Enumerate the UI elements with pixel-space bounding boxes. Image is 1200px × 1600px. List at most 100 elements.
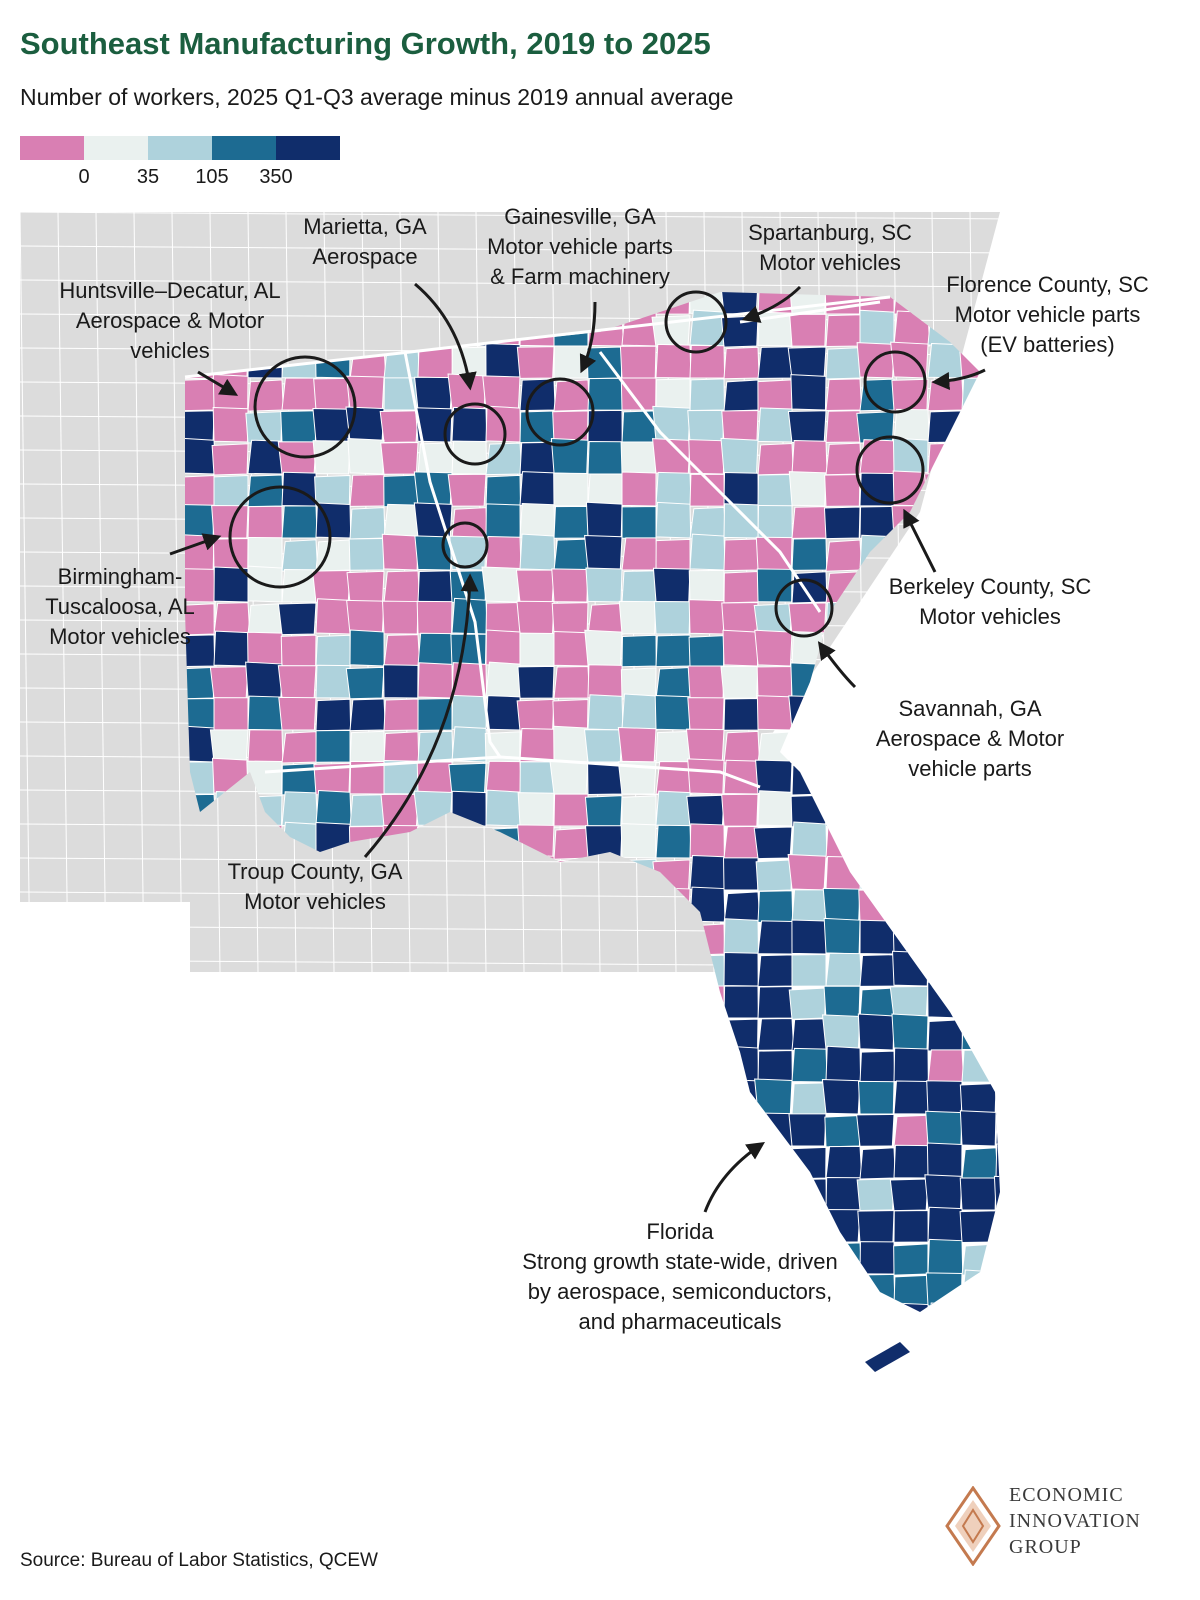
county-cell <box>349 730 386 764</box>
county-cell <box>349 1079 387 1115</box>
county-cell <box>212 406 249 443</box>
county-cell <box>621 634 657 668</box>
county-cell <box>587 762 623 796</box>
county-cell <box>315 1115 352 1148</box>
county-cell <box>349 507 386 540</box>
county-cell <box>414 535 453 571</box>
county-cell <box>414 1146 453 1180</box>
county-cell <box>757 920 795 955</box>
county-cell <box>247 379 284 412</box>
county-cell <box>185 378 216 412</box>
state-border-north <box>184 295 891 379</box>
county-cell <box>587 440 624 475</box>
county-cell <box>857 1080 895 1115</box>
county-cell <box>281 377 319 411</box>
county-cell <box>314 1209 351 1243</box>
highlight-circle-marietta <box>443 402 507 466</box>
county-cell <box>791 919 827 955</box>
county-cell <box>587 1014 624 1051</box>
annotation-line: Motor vehicles <box>919 604 1061 629</box>
county-cell <box>451 1174 487 1211</box>
highlight-circles <box>228 290 927 638</box>
county-cell <box>655 790 692 827</box>
annotation-line: Motor vehicle parts <box>954 302 1141 327</box>
county-cell <box>788 471 827 507</box>
county-cell <box>278 696 317 731</box>
color-legend: 0 35 105 350 <box>20 136 350 196</box>
county-cell <box>587 1174 624 1211</box>
legend-tick: 35 <box>136 166 160 188</box>
county-cell <box>346 599 385 635</box>
county-cell <box>893 1209 929 1243</box>
legend-tick: 105 <box>195 166 229 188</box>
county-cell <box>483 1174 521 1211</box>
county-cell <box>823 917 861 955</box>
highlight-circle-birmingham <box>228 485 332 589</box>
county-cell <box>927 1238 964 1275</box>
context-county-line <box>20 212 31 973</box>
county-cell <box>516 698 555 732</box>
county-cell <box>519 728 556 763</box>
county-cell <box>484 1017 521 1051</box>
choropleth-map: Huntsville–Decatur, AL Aerospace & Motor… <box>20 204 1160 1392</box>
context-county-line <box>1083 212 1095 973</box>
county-cell <box>551 602 589 635</box>
county-cell <box>185 568 216 603</box>
county-cell <box>825 1045 862 1083</box>
county-cell <box>585 501 623 539</box>
arrow-gainesville <box>579 301 597 374</box>
county-cell <box>451 662 488 699</box>
county-cell <box>825 1177 861 1211</box>
county-cell <box>587 473 624 507</box>
context-county-line <box>20 245 1160 255</box>
county-cell <box>414 1211 453 1244</box>
county-cell <box>447 473 487 507</box>
annotation-line: Marietta, GA <box>303 214 427 239</box>
county-cell <box>859 1050 896 1084</box>
county-cell <box>687 665 725 699</box>
logo-line: ECONOMIC <box>1009 1484 1124 1506</box>
county-cell <box>689 1145 725 1179</box>
county-cell <box>247 505 283 539</box>
county-cell <box>723 698 759 731</box>
county-cell <box>517 665 555 699</box>
county-cell <box>791 506 828 539</box>
county-cell <box>925 1110 963 1147</box>
county-cell <box>689 854 726 891</box>
county-cell <box>311 1014 351 1051</box>
annotation-line: Florence County, SC <box>946 272 1149 297</box>
county-cell <box>585 985 623 1019</box>
county-cell <box>515 1109 555 1147</box>
annotation-line: & Farm machinery <box>490 264 670 289</box>
arrow-savannah <box>817 641 857 689</box>
county-cell <box>824 1115 861 1148</box>
county-cell <box>723 985 759 1019</box>
county-cell <box>893 1047 929 1083</box>
context-county-line <box>20 313 1160 323</box>
county-cell <box>652 567 691 603</box>
county-cell <box>688 569 725 603</box>
county-cell <box>382 1239 419 1275</box>
county-cell <box>618 1017 657 1051</box>
annotation-birmingham: Birmingham- Tuscaloosa, AL Motor vehicle… <box>20 562 220 652</box>
county-cell <box>584 825 623 859</box>
county-cell <box>652 405 691 443</box>
county-cell <box>417 570 454 603</box>
county-cell <box>417 984 454 1019</box>
county-cell <box>485 342 521 379</box>
context-county-line <box>171 212 183 973</box>
county-cell <box>349 1014 387 1051</box>
county-cell <box>723 379 760 412</box>
county-cell <box>247 536 283 571</box>
county-cell <box>313 377 351 411</box>
county-cell <box>448 762 487 796</box>
county-cell <box>281 505 318 539</box>
context-county-line <box>969 212 981 973</box>
state-borders <box>184 295 891 789</box>
county-cell <box>689 985 725 1019</box>
county-cell <box>721 601 759 635</box>
county-cell <box>315 598 352 635</box>
county-cell <box>787 853 827 891</box>
arrow-florida <box>703 1142 765 1213</box>
county-cell <box>620 441 657 475</box>
